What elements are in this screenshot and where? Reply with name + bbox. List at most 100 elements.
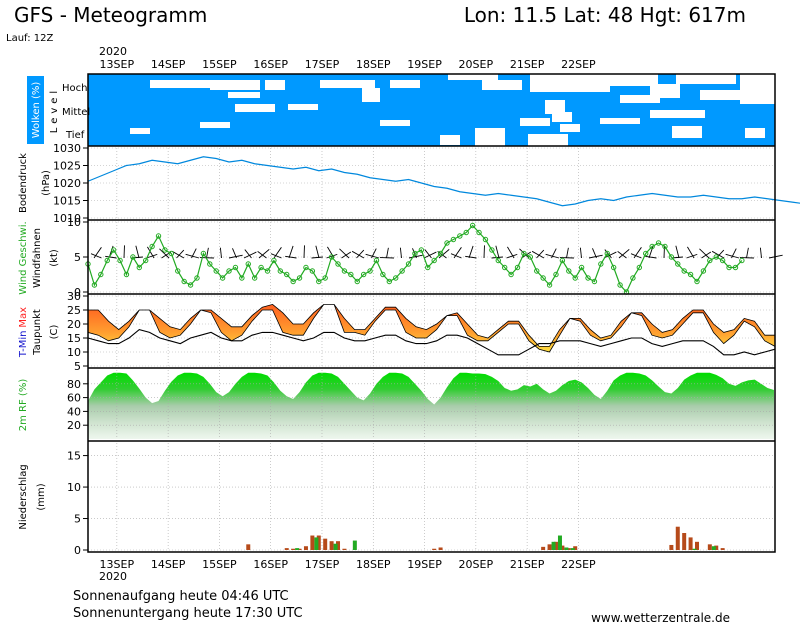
tick-label: 20 xyxy=(67,419,81,432)
wind-barb xyxy=(423,251,437,259)
wind-barb xyxy=(285,255,297,259)
wind-barb xyxy=(507,246,515,259)
wind-point xyxy=(110,247,117,253)
precip-bar-green xyxy=(352,540,357,550)
wind-barb xyxy=(468,245,474,259)
wind-barb xyxy=(450,253,462,259)
wind-barb xyxy=(146,253,158,259)
precip-bar xyxy=(329,541,334,550)
wind-point xyxy=(437,250,444,257)
tick-label: 80 xyxy=(67,378,81,391)
tick-label: 40 xyxy=(67,405,81,418)
wind-point xyxy=(98,271,104,278)
wind-point xyxy=(482,236,489,243)
wind-barb xyxy=(311,256,323,259)
tick-label: 20 xyxy=(67,318,81,331)
cloud-gap xyxy=(475,128,505,146)
wind-barb xyxy=(386,247,389,259)
cloud-gap xyxy=(600,118,640,124)
humidity-grid xyxy=(88,370,775,439)
date-label-bottom: 14SEP xyxy=(151,558,186,571)
wind-point xyxy=(489,247,495,253)
precip-bar xyxy=(541,546,546,550)
wind-point xyxy=(643,250,649,257)
wind-barb xyxy=(566,247,569,259)
wind-barb xyxy=(105,255,117,259)
year-bottom: 2020 xyxy=(99,570,127,583)
pressure-grid xyxy=(88,147,775,219)
wind-point xyxy=(245,261,251,267)
wind-point xyxy=(578,264,585,271)
wind-point xyxy=(200,250,207,257)
wind-barb xyxy=(592,248,597,259)
wind-speed-line xyxy=(87,224,743,294)
wind-point xyxy=(591,278,598,285)
wind-barb xyxy=(135,245,140,259)
chart-title: GFS - Meteogramm xyxy=(14,3,207,27)
wind-point xyxy=(681,268,687,274)
precip-bar xyxy=(560,545,565,550)
precip-bar xyxy=(566,548,571,550)
wind-barb xyxy=(424,249,432,259)
wind-panel: 0 5 10 Wind Geschwi. Windfahnen (kt) xyxy=(18,216,783,299)
wind-point xyxy=(380,271,386,278)
frame-all xyxy=(87,73,776,553)
wind-barb xyxy=(270,253,282,259)
wind-barb xyxy=(159,248,170,259)
wind-barb xyxy=(648,245,654,259)
tick-label: 30 xyxy=(67,290,81,303)
cloud-label-box xyxy=(27,76,44,144)
date-label-top: 22SEP xyxy=(561,58,596,71)
tick-label: 0 xyxy=(74,286,81,299)
cloud-panel: Wolken (%) Level Hoch Mittel Tief xyxy=(27,74,775,146)
wind-barb xyxy=(633,247,642,259)
wind-barb xyxy=(351,250,365,259)
wind-point xyxy=(572,275,578,281)
wind-point xyxy=(348,271,354,278)
wind-point xyxy=(463,229,469,236)
wind-barb xyxy=(243,251,257,259)
wind-barb xyxy=(365,253,380,259)
wind-barb xyxy=(438,249,450,259)
tick-label: 25 xyxy=(67,304,81,317)
wind-barb xyxy=(579,247,582,259)
wind-point xyxy=(412,250,418,257)
temperature-ylabel: T-Min Max xyxy=(18,307,29,358)
level-tief: Tief xyxy=(65,130,85,141)
date-label-bottom: 20SEP xyxy=(459,558,494,571)
wind-barb xyxy=(711,250,725,259)
wind-point xyxy=(501,264,508,271)
precipitation-grid xyxy=(88,443,775,551)
dewpoint-line xyxy=(87,328,776,356)
wind-barb xyxy=(257,251,267,259)
year-top: 2020 xyxy=(99,45,127,58)
cloud-gap xyxy=(560,124,580,132)
wind-barb xyxy=(244,249,252,259)
wind-unit: (kt) xyxy=(49,249,60,267)
wind-barb xyxy=(90,253,102,259)
precipitation-panel: 0 5 10 15 Niederschlag (mm) xyxy=(18,443,775,557)
tick-label: 1030 xyxy=(53,142,81,155)
wind-point xyxy=(514,264,521,271)
wind-point xyxy=(617,282,623,288)
wind-barb xyxy=(759,247,762,259)
precip-bar xyxy=(682,533,687,550)
top-date-labels: 13SEP 14SEP 15SEP 16SEP 17SEP 18SEP 19SEP 20SEP… xyxy=(100,58,596,71)
precip-ylabel: Niederschlag xyxy=(18,464,29,529)
website-link[interactable]: www.wetterzentrale.de xyxy=(591,611,730,625)
date-label-bottom: 18SEP xyxy=(356,558,391,571)
wind-barb xyxy=(536,249,545,259)
wind-point xyxy=(123,271,130,278)
wind-point xyxy=(341,268,348,274)
wind-ylabel: Wind Geschwi. xyxy=(18,221,29,294)
precip-bar xyxy=(707,544,712,550)
pressure-unit: (hPa) xyxy=(41,170,52,196)
wind-point xyxy=(476,229,482,236)
wind-point xyxy=(277,268,284,274)
wind-point xyxy=(142,257,149,264)
cloud-gap xyxy=(150,80,220,88)
precip-bar-green xyxy=(333,543,338,550)
wind-point xyxy=(598,261,604,267)
